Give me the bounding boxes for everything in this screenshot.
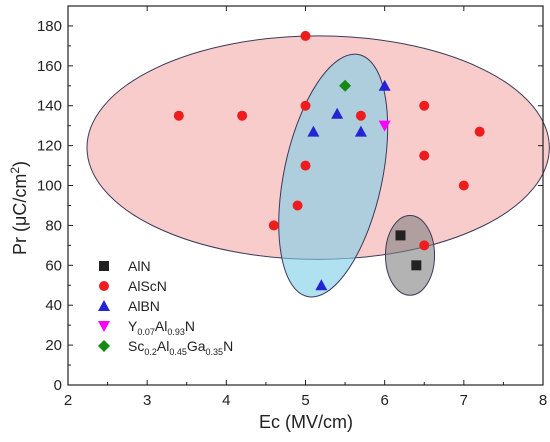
point-triangle-up-2-2 (354, 125, 367, 137)
x-tick-label: 4 (222, 392, 230, 409)
y-tick-label: 160 (37, 58, 62, 75)
x-tick-label: 7 (460, 392, 468, 409)
y-tick-label: 0 (54, 377, 62, 394)
point-circle-1-2 (300, 30, 311, 41)
point-circle-1-0 (173, 110, 184, 121)
x-tick-label: 8 (539, 392, 547, 409)
region-ellipse-2 (384, 214, 436, 296)
legend-label-3: Y0.07Al0.93N (128, 318, 195, 337)
legend-marker-4 (98, 340, 110, 352)
point-triangle-up-2-3 (378, 79, 391, 91)
legend-label-part: Al (157, 338, 169, 354)
point-triangle-up-2-1 (331, 107, 344, 119)
point-circle-1-11 (458, 180, 469, 191)
point-circle-1-9 (419, 150, 430, 161)
point-circle-1-1 (237, 110, 248, 121)
y-tick-label: 120 (37, 138, 62, 155)
region-ellipses (86, 35, 550, 298)
point-circle-1-7 (355, 110, 366, 121)
point-circle-1-8 (419, 100, 430, 111)
point-circle-1-3 (300, 100, 311, 111)
legend-label-part: Sc (128, 338, 144, 354)
x-tick-label: 5 (301, 392, 309, 409)
legend-label-part: N (185, 318, 195, 334)
legend-marker-0 (99, 261, 109, 271)
legend-label-0: AlN (128, 258, 151, 274)
y-tick-label: 100 (37, 178, 62, 195)
legend-label-part: Ga (187, 338, 206, 354)
point-diamond-4-0 (339, 79, 352, 92)
legend-label-part: 0.07 (137, 327, 155, 337)
legend-label-part: 0.45 (169, 347, 187, 357)
point-triangle-down-3-0 (378, 120, 391, 132)
legend-label-part: 0.2 (144, 347, 157, 357)
point-circle-1-6 (268, 220, 279, 231)
legend-marker-2 (98, 300, 110, 311)
y-tick-label: 60 (45, 257, 62, 274)
y-tick-label: 180 (37, 18, 62, 35)
point-circle-1-5 (292, 200, 303, 211)
point-circle-1-12 (474, 126, 485, 137)
point-circle-1-10 (419, 240, 430, 251)
data-points (173, 30, 485, 291)
legend-label-4: Sc0.2Al0.45Ga0.35N (128, 338, 233, 357)
legend-label-part: 0.93 (167, 327, 185, 337)
legend-label-part: Al (155, 318, 167, 334)
point-square-0-1 (411, 260, 422, 271)
y-axis-label-main: Pr (μC/cm (10, 174, 30, 255)
x-tick-label: 2 (64, 392, 72, 409)
y-tick-label: 140 (37, 98, 62, 115)
legend-label-part: N (223, 338, 233, 354)
legend-marker-1 (99, 281, 109, 291)
point-triangle-up-2-0 (307, 125, 320, 137)
point-triangle-up-2-4 (315, 279, 328, 291)
y-axis-label-sup: 2 (8, 167, 22, 174)
y-tick-label: 20 (45, 337, 62, 354)
x-tick-label: 6 (380, 392, 388, 409)
legend: AlNAlScNAlBNY0.07Al0.93NSc0.2Al0.45Ga0.3… (98, 258, 233, 357)
y-axis-label-end: ) (10, 161, 30, 167)
legend-label-part: Y (128, 318, 138, 334)
legend-marker-3 (98, 321, 110, 332)
point-circle-1-4 (300, 160, 311, 171)
legend-label-part: 0.35 (206, 347, 224, 357)
legend-label-1: AlScN (128, 278, 167, 294)
legend-label-2: AlBN (128, 298, 160, 314)
y-tick-label: 80 (45, 217, 62, 234)
x-tick-label: 3 (143, 392, 151, 409)
x-axis-label: Ec (MV/cm) (259, 412, 353, 432)
point-square-0-0 (395, 230, 406, 241)
y-tick-label: 40 (45, 297, 62, 314)
y-axis-label: Pr (μC/cm2) (8, 161, 30, 255)
